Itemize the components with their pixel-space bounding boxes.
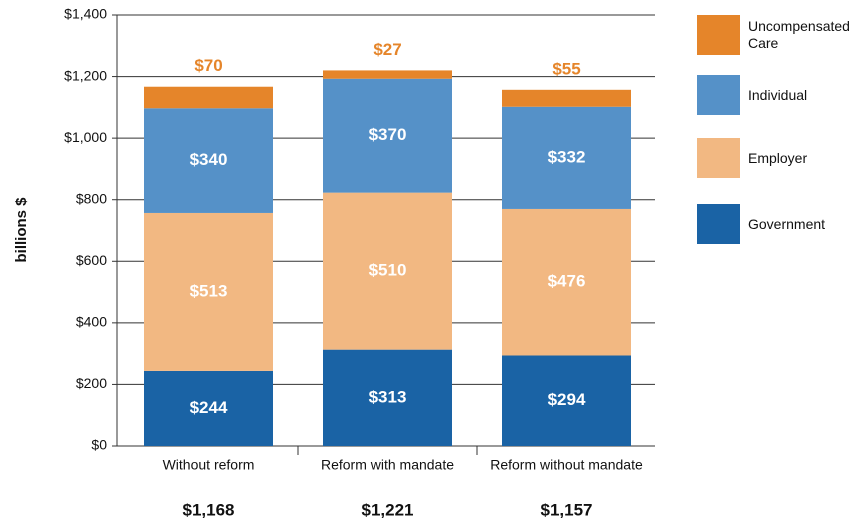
bar-segment	[502, 106, 631, 209]
y-tick-label: $200	[76, 375, 107, 391]
legend-item: Uncompensated Care	[697, 15, 863, 55]
legend-swatch	[697, 15, 740, 55]
total-label: $1,168	[183, 500, 235, 519]
legend-swatch	[697, 75, 740, 115]
legend-label: Individual	[748, 86, 808, 103]
legend-item: Employer	[697, 138, 863, 178]
y-tick-label: $400	[76, 314, 107, 330]
y-tick-label: $0	[91, 437, 107, 453]
bar-segment	[323, 78, 452, 193]
value-label: $476	[548, 272, 586, 291]
value-label: $370	[369, 125, 407, 144]
x-tick-label: Reform with mandate	[321, 457, 454, 473]
y-tick-label: $1,400	[64, 6, 107, 22]
value-label: $244	[190, 398, 228, 417]
y-axis-label: billions $	[13, 197, 30, 263]
total-label: $1,221	[362, 500, 414, 519]
total-label: $1,157	[541, 500, 593, 519]
value-label: $294	[548, 390, 586, 409]
value-label: $340	[190, 150, 228, 169]
y-tick-label: $600	[76, 252, 107, 268]
value-label: $332	[548, 147, 586, 166]
x-tick-label: Reform without mandate	[490, 457, 643, 473]
value-label: $70	[194, 56, 222, 75]
y-tick-label: $1,000	[64, 129, 107, 145]
bar-segment	[144, 86, 273, 109]
legend-label: Employer	[748, 149, 808, 166]
value-label: $510	[369, 261, 407, 280]
bar-segment	[323, 70, 452, 79]
bar-segment	[502, 89, 631, 107]
bar-segment	[144, 108, 273, 213]
bar-segment	[144, 212, 273, 371]
x-tick-label: Without reform	[163, 457, 255, 473]
bar-segment	[144, 370, 273, 446]
y-tick-label: $800	[76, 190, 107, 206]
legend-swatch	[697, 138, 740, 178]
bar-segment	[502, 355, 631, 446]
value-label: $313	[369, 387, 407, 406]
legend-label: Government	[748, 215, 826, 232]
value-label: $55	[552, 59, 580, 78]
y-tick-label: $1,200	[64, 67, 107, 83]
bar-segment	[502, 208, 631, 356]
legend-label: Uncompensated Care	[748, 18, 850, 51]
legend-swatch	[697, 204, 740, 244]
value-label: $513	[190, 281, 228, 300]
bar-segment	[323, 192, 452, 350]
bar-segment	[323, 349, 452, 446]
legend-item: Individual	[697, 75, 863, 115]
value-label: $27	[373, 40, 401, 59]
legend-item: Government	[697, 204, 863, 244]
